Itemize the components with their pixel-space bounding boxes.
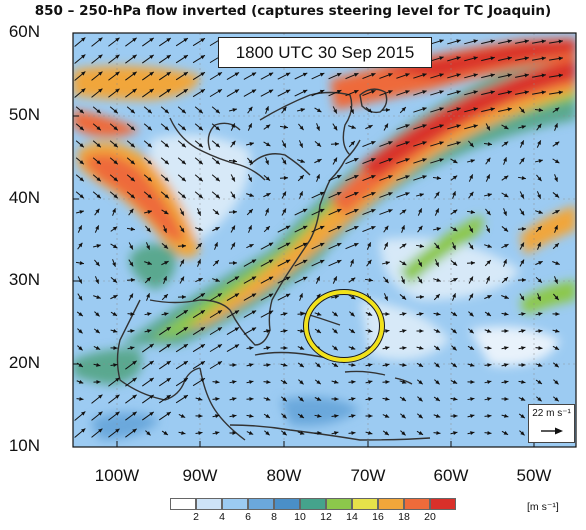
lon-label-80w: 80W xyxy=(266,466,302,485)
colorbar-tick-label: 12 xyxy=(320,511,332,523)
vector-scale-box: 22 m s⁻¹ xyxy=(528,404,575,443)
vector-scale-label: 22 m s⁻¹ xyxy=(532,408,571,419)
colorbar-swatch xyxy=(326,498,352,510)
colorbar-swatch xyxy=(222,498,248,510)
colorbar-swatch xyxy=(300,498,326,510)
colorbar-swatch xyxy=(430,498,456,510)
timestamp-box: 1800 UTC 30 Sep 2015 xyxy=(218,37,432,68)
colorbar-swatch xyxy=(196,498,222,510)
colorbar-tick-label: 8 xyxy=(271,511,277,523)
colorbar-tick-label: 14 xyxy=(346,511,358,523)
colorbar-tick-label: 16 xyxy=(372,511,384,523)
colorbar-tick-label: 2 xyxy=(193,511,199,523)
graticule xyxy=(73,33,576,447)
colorbar-tick-label: 18 xyxy=(398,511,410,523)
colorbar-tick-label: 20 xyxy=(424,511,436,523)
tc-joaquin-circle xyxy=(304,290,384,362)
colorbar-tick-label: 10 xyxy=(294,511,306,523)
colorbar-swatch xyxy=(248,498,274,510)
colorbar-swatch xyxy=(352,498,378,510)
wind-speed-shading xyxy=(73,33,576,447)
figure-title: 850 – 250-hPa flow inverted (captures st… xyxy=(34,3,552,19)
lat-label-30n: 30N xyxy=(8,270,40,289)
colorbar-units: [m s⁻¹] xyxy=(527,501,559,513)
colorbar-swatch xyxy=(378,498,404,510)
colorbar-swatch xyxy=(404,498,430,510)
lat-label-40n: 40N xyxy=(8,188,40,207)
colorbar-swatch xyxy=(274,498,300,510)
lon-label-70w: 70W xyxy=(350,466,386,485)
lon-label-60w: 60W xyxy=(433,466,469,485)
lat-label-50n: 50N xyxy=(8,105,40,124)
lon-label-90w: 90W xyxy=(182,466,218,485)
colorbar-swatch xyxy=(170,498,196,510)
lat-label-60n: 60N xyxy=(8,22,40,41)
lon-label-100w: 100W xyxy=(94,466,140,485)
lat-label-10n: 10N xyxy=(8,436,40,455)
reference-arrow-icon xyxy=(541,427,563,435)
colorbar-tick-label: 6 xyxy=(245,511,251,523)
lat-label-20n: 20N xyxy=(8,353,40,372)
lon-label-50w: 50W xyxy=(516,466,552,485)
wind-vectors xyxy=(74,37,563,438)
colorbar-tick-label: 4 xyxy=(219,511,225,523)
